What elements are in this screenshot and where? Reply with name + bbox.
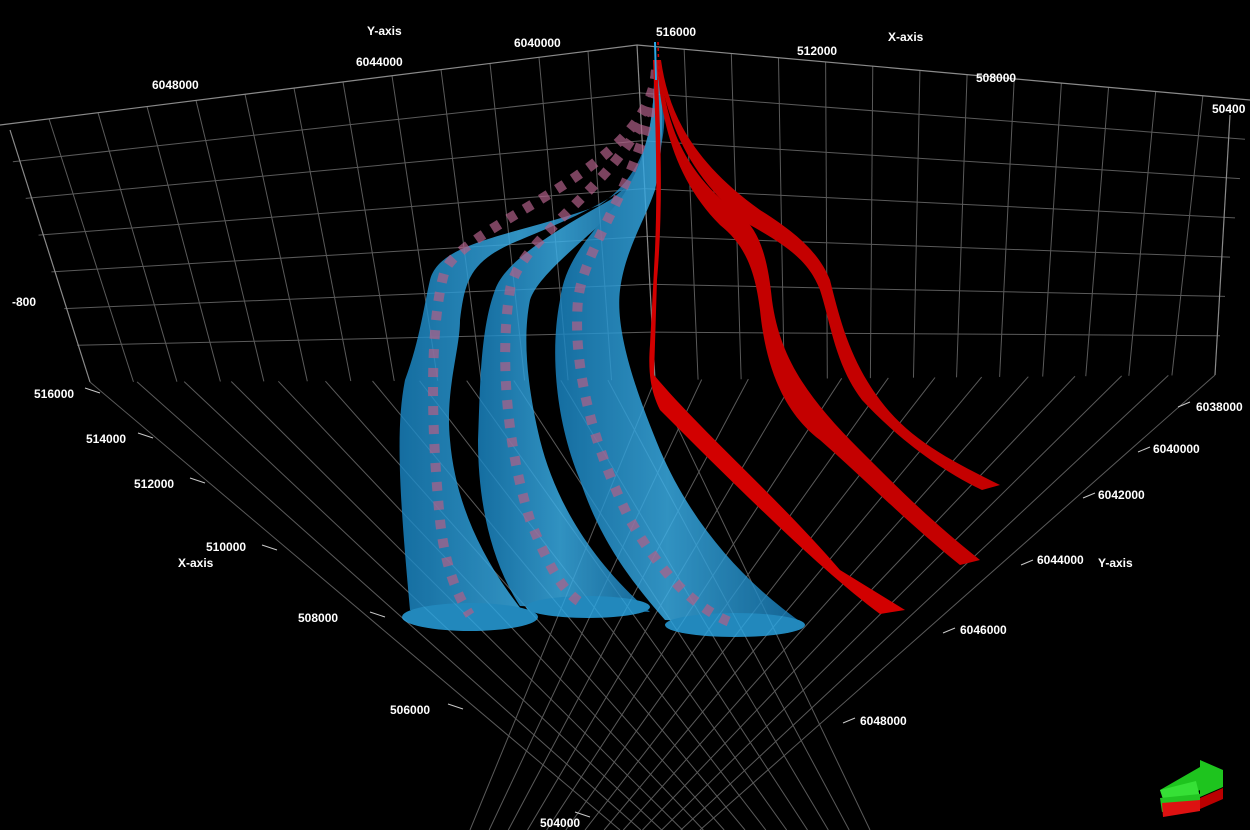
y-front-tick-2: 6042000 <box>1098 488 1145 502</box>
floor-gridline <box>699 374 1216 830</box>
left-wall-vertical-gridline <box>146 106 221 382</box>
y-front-tick-1: 6040000 <box>1153 442 1200 456</box>
x-front-tick-0: 516000 <box>34 387 74 401</box>
orientation-arrow-icon[interactable] <box>1160 760 1223 817</box>
envelope-3 <box>555 60 805 625</box>
envelope-1-base <box>402 603 538 631</box>
floor-gridline <box>89 381 621 830</box>
right-wall-horizontal-gridline <box>639 92 1246 140</box>
x-back-tick-2: 508000 <box>976 71 1016 85</box>
x-front-tick-4: 508000 <box>298 611 338 625</box>
x-front-tick-5: 506000 <box>390 703 430 717</box>
envelope-1 <box>399 60 665 620</box>
y-axis-title-back: Y-axis <box>367 24 402 38</box>
x-front-tick-6: 504000 <box>540 816 580 830</box>
right-wall-vertical-gridline <box>1171 95 1204 376</box>
well-paths <box>649 60 1000 614</box>
envelope-3-base <box>665 613 805 637</box>
right-wall-vertical-gridline <box>912 70 921 378</box>
y-front-tick-0: 6038000 <box>1196 400 1243 414</box>
floor-gridline <box>603 376 983 830</box>
x-back-tick-0: 516000 <box>656 25 696 39</box>
right-wall-horizontal-gridline <box>642 140 1241 180</box>
left-wall-vertical-gridline <box>293 87 352 382</box>
tick-labels: 516000 512000 508000 50400 6048000 60440… <box>12 25 1246 830</box>
right-wall-horizontal-gridline <box>649 283 1226 297</box>
right-wall-vertical-gridline <box>825 61 828 379</box>
left-wall-vertical-gridline <box>244 94 308 382</box>
wellhead-lines <box>654 41 660 81</box>
right-wall-vertical-gridline <box>869 66 874 379</box>
x-axis-title-back: X-axis <box>888 30 924 44</box>
right-wall-horizontal-gridline <box>644 188 1236 219</box>
right-wall-vertical-gridline <box>999 78 1015 377</box>
floor-gridline <box>642 375 1076 830</box>
right-wall-vertical-gridline <box>956 74 968 378</box>
y-back-tick-1: 6044000 <box>356 55 403 69</box>
left-wall-vertical-gridline <box>48 118 134 382</box>
right-wall-vertical-gridline <box>683 49 699 380</box>
z-tick-0: -800 <box>12 295 36 309</box>
right-wall-vertical-gridline <box>777 57 785 379</box>
left-wall-vertical-gridline <box>97 112 178 382</box>
x-front-tick-2: 512000 <box>134 477 174 491</box>
envelope-2-base <box>526 596 650 618</box>
well-path-1 <box>649 60 905 614</box>
floor-gridline <box>622 376 1029 830</box>
axis-labels: Y-axis X-axis X-axis Y-axis <box>178 24 1133 570</box>
floor-gridline <box>680 375 1169 830</box>
uncertainty-envelopes <box>399 60 805 637</box>
left-wall-vertical-gridline <box>342 81 395 382</box>
tick-marks <box>84 387 1191 818</box>
envelope-cores <box>428 69 732 627</box>
right-wall-vertical-gridline <box>1085 87 1110 377</box>
y-front-tick-3: 6044000 <box>1037 553 1084 567</box>
right-wall-horizontal-gridline <box>647 235 1231 258</box>
well-path-2 <box>657 60 980 565</box>
x-back-tick-3: 50400 <box>1212 102 1246 116</box>
left-wall-vertical-gridline <box>195 100 265 382</box>
y-back-tick-0: 6048000 <box>152 78 199 92</box>
y-axis-title-front: Y-axis <box>1098 556 1133 570</box>
y-front-tick-5: 6048000 <box>860 714 907 728</box>
y-front-tick-4: 6046000 <box>960 623 1007 637</box>
left-wall-horizontal-gridline <box>25 140 643 199</box>
left-wall-horizontal-gridline <box>12 92 640 163</box>
x-front-tick-3: 510000 <box>206 540 246 554</box>
x-back-tick-1: 512000 <box>797 44 837 58</box>
left-wall-vertical-gridline <box>440 69 482 381</box>
right-wall-vertical-gridline <box>1128 91 1157 376</box>
x-axis-title-front: X-axis <box>178 556 214 570</box>
floor-gridline <box>136 381 642 830</box>
right-wall-vertical-gridline <box>1042 83 1062 377</box>
y-back-tick-2: 6040000 <box>514 36 561 50</box>
left-wall-horizontal-gridline <box>64 283 650 310</box>
x-front-tick-1: 514000 <box>86 432 126 446</box>
right-wall-horizontal-gridline <box>652 331 1221 337</box>
